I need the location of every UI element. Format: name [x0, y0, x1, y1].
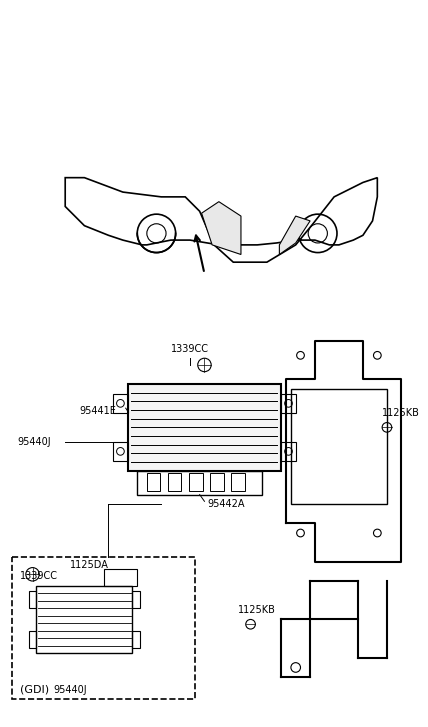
Bar: [232, 473, 245, 491]
Bar: [168, 473, 181, 491]
Bar: [128, 384, 281, 470]
Bar: [147, 473, 160, 491]
Bar: [281, 442, 296, 461]
Text: 95440J: 95440J: [54, 685, 87, 694]
Text: 95441E: 95441E: [80, 406, 116, 416]
Text: 1339CC: 1339CC: [171, 344, 209, 353]
Bar: [104, 569, 137, 586]
Bar: [12, 557, 195, 699]
Bar: [29, 631, 36, 648]
Bar: [113, 442, 128, 461]
Polygon shape: [202, 201, 241, 254]
Bar: [291, 389, 387, 505]
Text: 95440J: 95440J: [17, 437, 51, 447]
Bar: [29, 590, 36, 608]
Text: 1125KB: 1125KB: [382, 408, 420, 418]
Text: (GDI): (GDI): [20, 685, 49, 694]
Bar: [281, 394, 296, 413]
Bar: [137, 470, 262, 494]
Bar: [36, 586, 132, 653]
Bar: [189, 473, 202, 491]
Text: 1125KB: 1125KB: [238, 605, 276, 615]
Polygon shape: [65, 177, 377, 262]
Text: 95442A: 95442A: [207, 499, 245, 509]
Text: 1339CC: 1339CC: [20, 571, 58, 581]
Bar: [113, 394, 128, 413]
Text: 1125DA: 1125DA: [70, 560, 109, 570]
Bar: [132, 631, 140, 648]
Polygon shape: [279, 216, 310, 254]
Bar: [132, 590, 140, 608]
Bar: [210, 473, 224, 491]
